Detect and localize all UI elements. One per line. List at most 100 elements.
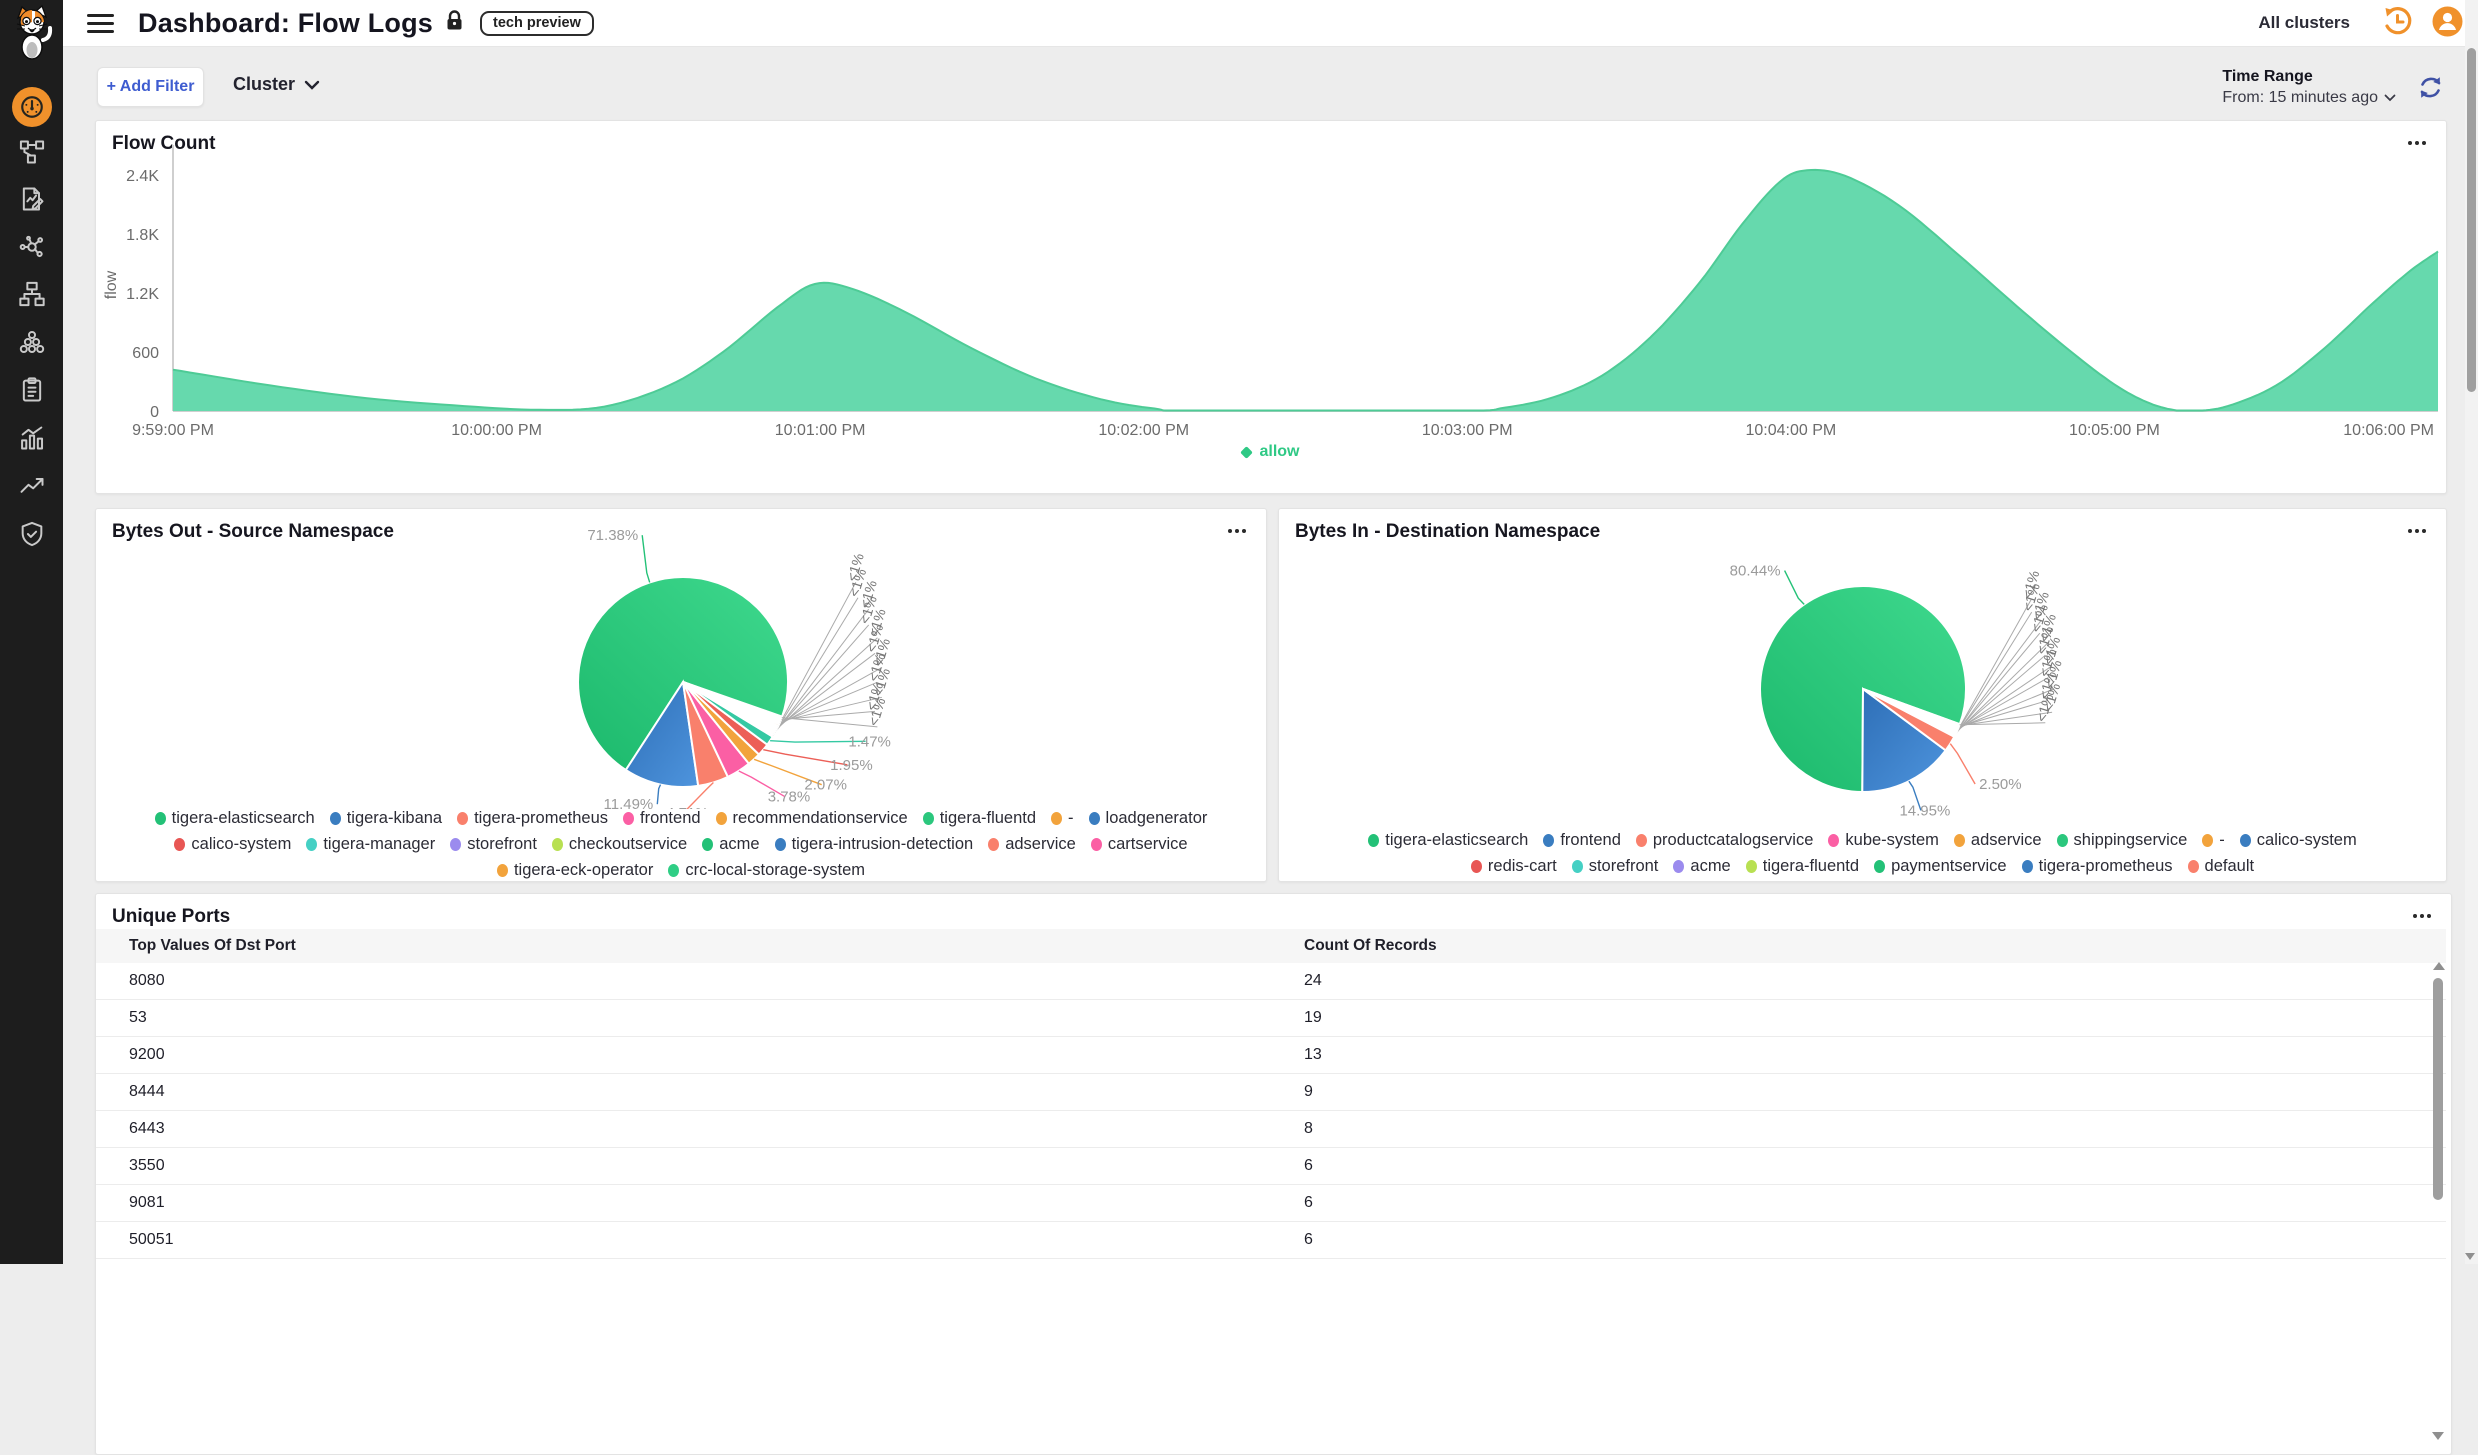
- legend-item[interactable]: storefront: [1571, 857, 1658, 876]
- sidebar-item-topology[interactable]: [0, 131, 63, 177]
- legend-item[interactable]: loadgenerator: [1088, 809, 1208, 828]
- panel-menu-button[interactable]: [1224, 525, 1250, 537]
- legend-dot: [2056, 834, 2068, 847]
- legend-label: cartservice: [1107, 835, 1188, 853]
- legend-item[interactable]: frontend: [623, 809, 701, 828]
- legend-item[interactable]: tigera-eck-operator: [496, 861, 653, 880]
- legend-item[interactable]: tigera-intrusion-detection: [774, 835, 973, 854]
- flow-logs-icon: [18, 185, 46, 218]
- bytes-out-legend: tigera-elasticsearch tigera-kibana tigera-…: [146, 809, 1216, 880]
- user-avatar-icon: [2431, 5, 2464, 41]
- cluster-scope-label[interactable]: All clusters: [2258, 13, 2350, 32]
- calico-cat-logo[interactable]: [9, 4, 55, 60]
- svg-text:<1%: <1%: [2040, 681, 2064, 713]
- legend-dot: [774, 838, 786, 851]
- count-cell: 9: [1271, 1073, 2446, 1111]
- scrollbar-thumb[interactable]: [2433, 978, 2443, 1200]
- scroll-up-arrow[interactable]: [2432, 962, 2445, 970]
- dst-port-cell: 3550: [96, 1147, 1271, 1185]
- column-header-dst-port[interactable]: Top Values Of Dst Port: [96, 929, 1271, 963]
- legend-item[interactable]: tigera-prometheus: [2021, 857, 2173, 876]
- flow-count-panel: Flow Count 0 600 1.2K 1.8K 2.4K 9:59:00 PM 10:…: [95, 120, 2447, 494]
- legend-dot: [988, 838, 1000, 851]
- scroll-down-arrow[interactable]: [2432, 1432, 2444, 1440]
- sidebar-item-statistics[interactable]: [0, 417, 63, 463]
- panel-menu-button[interactable]: [2404, 525, 2430, 537]
- legend-dot: [1051, 812, 1063, 825]
- legend-item[interactable]: tigera-fluentd: [1745, 857, 1859, 876]
- legend-item[interactable]: tigera-prometheus: [457, 809, 608, 828]
- legend-item[interactable]: cartservice: [1090, 835, 1188, 854]
- sidebar-item-trends[interactable]: [0, 465, 63, 511]
- page-scrollbar-thumb[interactable]: [2467, 48, 2476, 392]
- sidebar-item-dashboard[interactable]: [0, 84, 63, 130]
- sidebar-item-service-graph[interactable]: [0, 226, 63, 272]
- sidebar-item-endpoints[interactable]: [0, 321, 63, 367]
- legend-item[interactable]: tigera-kibana: [329, 809, 442, 828]
- table-scrollbar[interactable]: [2431, 962, 2446, 1440]
- legend-item[interactable]: shippingservice: [2056, 831, 2187, 850]
- svg-text:<1%: <1%: [865, 651, 889, 683]
- legend-label: tigera-prometheus: [2038, 857, 2173, 875]
- table-row: 8080 24: [96, 963, 2446, 1000]
- refresh-button[interactable]: [2417, 74, 2444, 104]
- legend-item[interactable]: redis-cart: [1470, 857, 1557, 876]
- sidebar-item-threat-defense[interactable]: [0, 513, 63, 559]
- time-range-selector[interactable]: Time Range From: 15 minutes ago: [2222, 68, 2396, 107]
- sidebar-item-policies[interactable]: [0, 369, 63, 415]
- chevron-down-icon: [304, 74, 320, 95]
- legend-item[interactable]: paymentservice: [1874, 857, 2007, 876]
- legend-item[interactable]: tigera-elasticsearch: [154, 809, 315, 828]
- legend-item[interactable]: default: [2187, 857, 2254, 876]
- dst-port-cell: 53: [96, 999, 1271, 1037]
- legend-label: acme: [1690, 857, 1731, 875]
- legend-item[interactable]: tigera-fluentd: [922, 809, 1037, 828]
- legend-item[interactable]: crc-local-storage-system: [668, 861, 865, 880]
- legend-label: kube-system: [1845, 831, 1939, 849]
- svg-text:<1%: <1%: [856, 578, 880, 610]
- panel-menu-button[interactable]: [2404, 137, 2430, 149]
- history-button[interactable]: [2381, 5, 2414, 41]
- legend-dot: [174, 838, 186, 851]
- table-row: 9081 6: [96, 1184, 2446, 1222]
- svg-text:<1%: <1%: [865, 607, 889, 639]
- legend-item[interactable]: acme: [702, 835, 760, 854]
- legend-item[interactable]: frontend: [1543, 831, 1621, 850]
- legend-label: frontend: [1560, 831, 1621, 849]
- legend-item[interactable]: -: [2202, 831, 2225, 850]
- svg-text:<1%: <1%: [869, 666, 893, 698]
- legend-dot: [715, 812, 727, 825]
- legend-item[interactable]: adservice: [1953, 831, 2042, 850]
- user-menu-button[interactable]: [2431, 5, 2464, 41]
- page-scrollbar[interactable]: [2465, 0, 2478, 1264]
- legend-item[interactable]: adservice: [988, 835, 1076, 854]
- legend-item[interactable]: checkoutservice: [551, 835, 687, 854]
- legend-item[interactable]: calico-system: [174, 835, 291, 854]
- legend-label: loadgenerator: [1105, 809, 1208, 827]
- legend-dot: [1090, 838, 1102, 851]
- legend-label: tigera-fluentd: [939, 809, 1037, 827]
- panel-menu-button[interactable]: [2409, 910, 2435, 922]
- legend-item[interactable]: storefront: [450, 835, 537, 854]
- legend-label: tigera-elasticsearch: [1385, 831, 1529, 849]
- scroll-down-arrow[interactable]: [2465, 1253, 2475, 1260]
- legend-item[interactable]: tigera-elasticsearch: [1368, 831, 1528, 850]
- legend-item[interactable]: productcatalogservice: [1635, 831, 1813, 850]
- legend-item[interactable]: recommendationservice: [715, 809, 908, 828]
- sidebar-item-flow-logs[interactable]: [0, 178, 63, 224]
- svg-text:<1%: <1%: [2019, 581, 2043, 613]
- menu-button[interactable]: [87, 13, 114, 33]
- column-header-count[interactable]: Count Of Records: [1271, 929, 2446, 963]
- legend-item[interactable]: tigera-manager: [306, 835, 435, 854]
- svg-text:3.78%: 3.78%: [768, 789, 811, 806]
- cluster-filter-dropdown[interactable]: Cluster: [233, 74, 320, 95]
- flow-chart-legend[interactable]: allow: [96, 443, 2446, 461]
- add-filter-button[interactable]: + Add Filter: [97, 67, 204, 107]
- svg-text:<1%: <1%: [843, 551, 867, 583]
- legend-item[interactable]: kube-system: [1828, 831, 1939, 850]
- legend-item[interactable]: calico-system: [2239, 831, 2357, 850]
- legend-item[interactable]: -: [1051, 809, 1074, 828]
- legend-item[interactable]: acme: [1673, 857, 1731, 876]
- sidebar-item-network-sets[interactable]: [0, 273, 63, 319]
- svg-text:10:00:00 PM: 10:00:00 PM: [451, 422, 542, 439]
